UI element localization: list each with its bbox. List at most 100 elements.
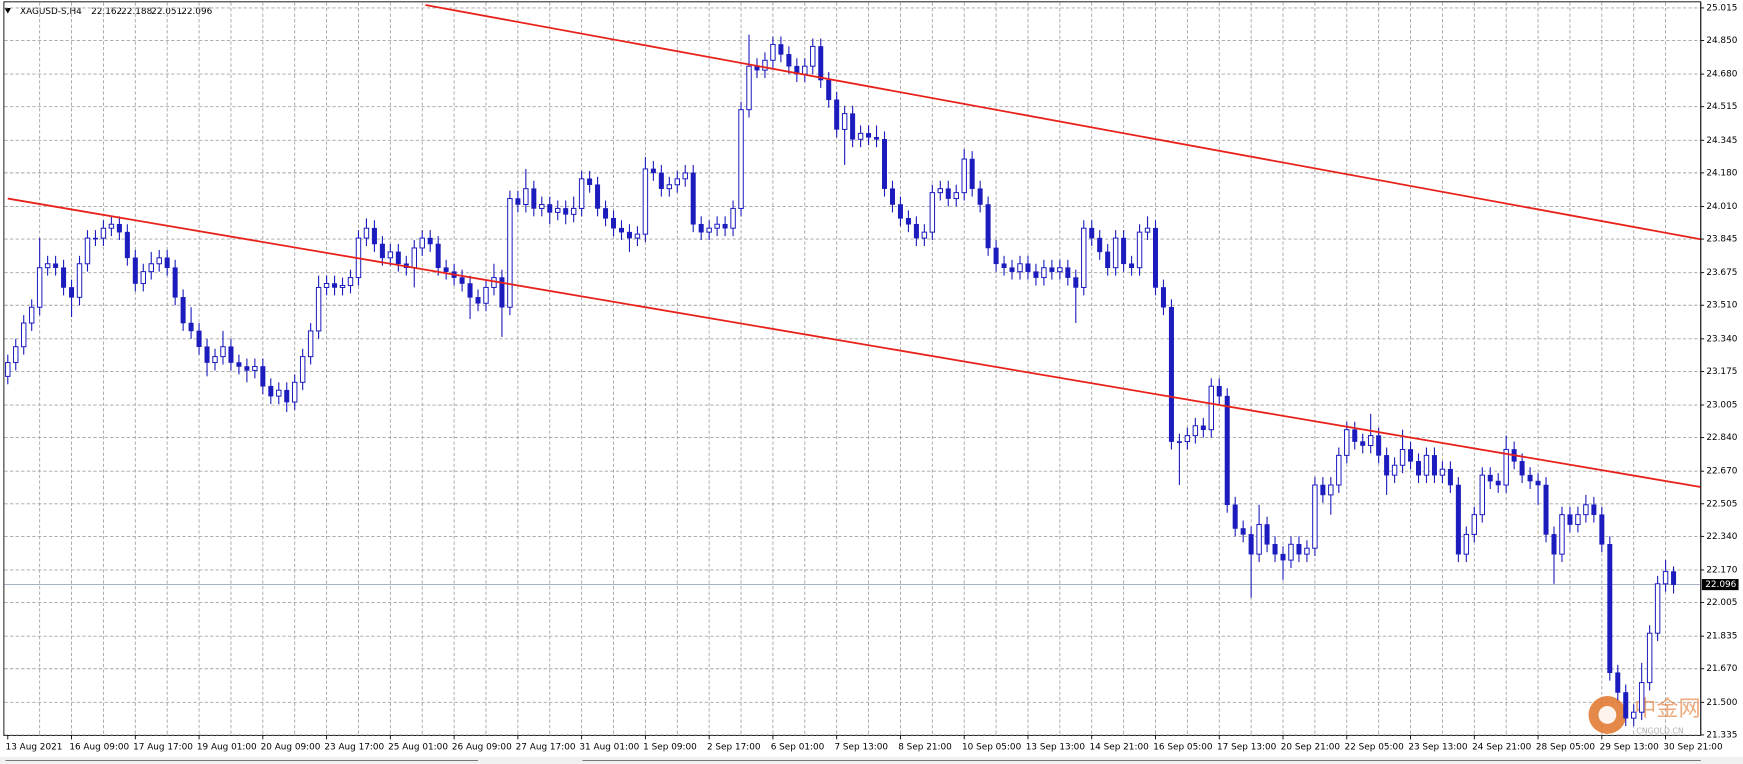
candle-body xyxy=(626,231,632,239)
candle-body xyxy=(427,237,433,245)
candle-body xyxy=(897,204,903,219)
candle-body xyxy=(1384,455,1390,476)
candle-body xyxy=(140,271,146,285)
candle-body xyxy=(841,113,848,130)
candle-body xyxy=(1320,484,1326,496)
candle-body xyxy=(411,247,417,269)
candle-body xyxy=(1583,504,1589,516)
candle-body xyxy=(1184,435,1191,443)
candle-body xyxy=(650,168,656,174)
candle-body xyxy=(937,188,944,194)
candle-body xyxy=(1599,514,1605,545)
header-close: 22.096 xyxy=(181,7,212,17)
candle-body xyxy=(116,223,122,233)
candle-body xyxy=(236,362,242,367)
candle-body xyxy=(786,54,792,67)
candle-body xyxy=(1073,277,1079,288)
candle-body xyxy=(595,184,601,209)
candle-body xyxy=(84,237,91,265)
candle-body xyxy=(276,389,282,397)
candle-body xyxy=(714,223,720,229)
watermark-subtext: CNGOLD.CN xyxy=(1636,727,1684,736)
candle-body xyxy=(268,385,274,397)
candle-body xyxy=(395,251,401,265)
candle-body xyxy=(1623,692,1629,719)
candle-body xyxy=(1352,429,1358,442)
candle-body xyxy=(1136,231,1143,269)
y-tick-label: 24.850 xyxy=(1706,36,1737,46)
candle-body xyxy=(1288,543,1294,561)
candle-body xyxy=(1272,544,1278,555)
candle-body xyxy=(1638,682,1645,713)
candle-body xyxy=(1232,504,1238,529)
x-tick-label: 24 Sep 21:00 xyxy=(1472,743,1532,753)
candle-body xyxy=(1487,474,1493,482)
candle-body xyxy=(1439,468,1446,476)
candle-body xyxy=(818,46,824,81)
candle-body xyxy=(44,263,51,269)
candle-body xyxy=(1264,524,1270,545)
candle-body xyxy=(180,297,186,324)
candle-body xyxy=(913,223,919,239)
candle-body xyxy=(1503,448,1509,486)
x-tick-label: 16 Sep 05:00 xyxy=(1153,743,1213,753)
candle-body xyxy=(124,231,130,259)
y-tick-label: 22.170 xyxy=(1706,565,1737,575)
y-tick-label: 24.180 xyxy=(1706,168,1737,178)
candle-body xyxy=(1312,484,1318,549)
candle-body xyxy=(371,227,377,245)
candle-body xyxy=(1416,461,1422,476)
candle-body xyxy=(531,188,537,209)
candle-body xyxy=(1081,227,1087,288)
candle-body xyxy=(1296,544,1302,555)
candle-body xyxy=(1057,267,1063,273)
candle-body xyxy=(1654,583,1661,634)
candle-body xyxy=(977,188,983,205)
candle-body xyxy=(204,346,210,363)
candle-body xyxy=(706,227,712,233)
candle-body xyxy=(1543,484,1549,535)
candle-body xyxy=(53,263,59,268)
candle-body xyxy=(961,158,967,194)
candle-body xyxy=(1001,263,1007,268)
candle-body xyxy=(100,227,107,239)
watermark: 中金网 CNGOLD.CN xyxy=(1588,696,1701,736)
candle-body xyxy=(164,257,170,268)
candle-body xyxy=(1646,632,1653,684)
candle-body xyxy=(618,227,624,233)
candle-body xyxy=(419,237,425,249)
candle-body xyxy=(212,356,218,364)
candle-body xyxy=(539,203,545,209)
y-tick-label: 22.005 xyxy=(1706,598,1737,608)
y-tick-label: 25.015 xyxy=(1706,3,1737,13)
candle-body xyxy=(20,322,27,348)
x-tick-label: 13 Sep 13:00 xyxy=(1026,743,1086,753)
x-tick-label: 10 Sep 05:00 xyxy=(962,743,1022,753)
candle-body xyxy=(993,247,999,265)
y-tick-label: 24.345 xyxy=(1706,136,1737,146)
price-tag-label: 22.096 xyxy=(1705,580,1736,590)
x-tick-label: 14 Sep 21:00 xyxy=(1090,743,1150,753)
candle-body xyxy=(13,346,19,364)
candle-body xyxy=(1105,251,1111,268)
x-tick-label: 30 Sep 21:00 xyxy=(1663,743,1723,753)
y-tick-label: 23.175 xyxy=(1706,367,1737,377)
candle-body xyxy=(76,263,83,298)
candle-body xyxy=(1152,227,1158,288)
candle-body xyxy=(1455,484,1461,555)
candle-body xyxy=(459,277,465,284)
candle-body xyxy=(1336,454,1342,486)
candle-body xyxy=(523,188,529,205)
candle-body xyxy=(1168,306,1174,442)
candle-body xyxy=(156,257,162,265)
candle-body xyxy=(387,251,394,259)
candle-body xyxy=(1471,514,1478,535)
y-tick-label: 22.840 xyxy=(1706,433,1737,443)
y-tick-label: 21.335 xyxy=(1706,730,1737,740)
candle-body xyxy=(1495,480,1501,486)
candle-body xyxy=(1224,395,1230,506)
candle-body xyxy=(1025,263,1031,272)
candle-body xyxy=(1360,441,1366,446)
candle-body xyxy=(1121,237,1127,265)
